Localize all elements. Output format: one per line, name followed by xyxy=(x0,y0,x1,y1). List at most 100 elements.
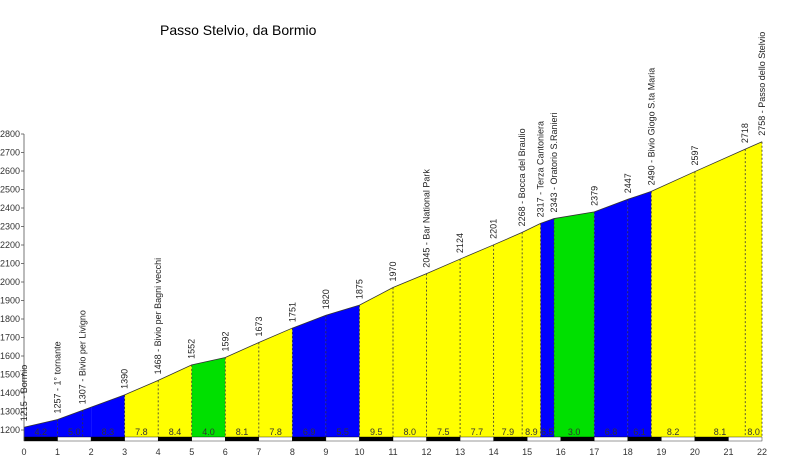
point-label: 1215 - Bormio xyxy=(19,365,29,422)
x-tick-label: 22 xyxy=(757,447,767,457)
x-tick-label: 0 xyxy=(21,447,26,457)
km-bar-segment xyxy=(560,436,595,442)
point-label: 2317 - Terza Cantoniera xyxy=(536,121,546,217)
segment-fill xyxy=(627,191,652,437)
y-tick-label: 2200 xyxy=(0,240,20,250)
segment-grade-label: 8.0 xyxy=(404,427,417,437)
profile-line xyxy=(23,141,763,428)
segment-grade-label: 8.1 xyxy=(236,427,249,437)
segment-grade-label: 6.9 xyxy=(303,427,316,437)
point-label: 1592 xyxy=(220,331,230,351)
segment-fill xyxy=(522,223,541,437)
x-tick-label: 4 xyxy=(156,447,161,457)
km-bar-segment xyxy=(627,436,662,442)
km-bar-segment xyxy=(728,436,763,442)
km-bar-segment xyxy=(661,436,696,442)
y-tick-label: 1200 xyxy=(0,425,20,435)
segment-fill xyxy=(124,380,159,437)
segment-fill xyxy=(426,259,461,437)
x-tick-label: 7 xyxy=(256,447,261,457)
y-tick-label: 2000 xyxy=(0,277,20,287)
km-bar-segment xyxy=(392,436,427,442)
km-bar-segment xyxy=(124,436,159,442)
segment-fill xyxy=(651,171,695,437)
point-label: 1875 xyxy=(354,279,364,299)
y-tick-label: 1700 xyxy=(0,333,20,343)
point-label: 1751 xyxy=(287,302,297,322)
km-bar-segment xyxy=(157,436,192,442)
x-tick-label: 6 xyxy=(223,447,228,457)
segment-grade-label: 7.9 xyxy=(502,427,515,437)
point-label: 2758 - Passo dello Stelvio xyxy=(757,32,767,136)
y-tick-label: 2100 xyxy=(0,259,20,269)
segment-grade-label: 4.0 xyxy=(202,427,215,437)
point-label: 2490 - Bivio Giogo S.ta Maria xyxy=(646,68,656,186)
km-bar-segment xyxy=(90,436,125,442)
y-tick-label: 2500 xyxy=(0,185,20,195)
segment-grade-label: 8.4 xyxy=(169,427,182,437)
y-tick-label: 2400 xyxy=(0,203,20,213)
segment-fill xyxy=(493,232,523,437)
segment-fill xyxy=(258,328,293,437)
x-tick-label: 1 xyxy=(55,447,60,457)
segment-fill xyxy=(191,357,226,437)
segment-fill xyxy=(325,305,360,437)
x-tick-label: 10 xyxy=(354,447,364,457)
segment-grade-label: 4.2 xyxy=(35,427,48,437)
x-tick-label: 11 xyxy=(388,447,397,457)
segment-fill xyxy=(460,244,494,437)
segment-grade-label: 6.5 xyxy=(541,427,554,437)
segment-fill xyxy=(359,287,393,437)
km-bar-segment xyxy=(359,436,394,442)
km-bar-segment xyxy=(694,436,729,442)
point-label: 2379 xyxy=(589,186,599,206)
segment-grade-label: 5.5 xyxy=(336,427,349,437)
x-tick-label: 17 xyxy=(589,447,599,457)
segment-fill xyxy=(554,211,595,437)
x-tick-label: 12 xyxy=(422,447,432,457)
km-bar-segment xyxy=(325,436,360,442)
km-bar-segment xyxy=(594,436,629,442)
point-label: 2447 xyxy=(623,173,633,193)
point-label: 2045 - Bar National Park xyxy=(422,169,432,268)
segment-grade-label: 3.0 xyxy=(568,427,581,437)
y-tick-label: 2600 xyxy=(0,166,20,176)
km-bar-segment xyxy=(493,436,528,442)
point-label: 2124 xyxy=(455,233,465,253)
y-tick-label: 2300 xyxy=(0,222,20,232)
segment-grade-label: 8.3 xyxy=(102,427,115,437)
x-tick-label: 18 xyxy=(623,447,633,457)
segment-fill xyxy=(393,273,427,437)
segment-fill xyxy=(24,419,58,437)
km-bar-segment xyxy=(225,436,260,442)
point-label: 1552 xyxy=(187,339,197,359)
y-tick-label: 1400 xyxy=(0,388,20,398)
x-tick-label: 8 xyxy=(290,447,295,457)
y-tick-label: 1800 xyxy=(0,314,20,324)
y-tick-label: 2700 xyxy=(0,148,20,158)
segment-fill xyxy=(694,149,746,438)
x-tick-label: 16 xyxy=(556,447,566,457)
x-tick-label: 15 xyxy=(522,447,532,457)
y-tick-label: 1500 xyxy=(0,370,20,380)
point-label: 1390 xyxy=(120,369,130,389)
y-tick-label: 1600 xyxy=(0,351,20,361)
x-tick-label: 19 xyxy=(656,447,666,457)
x-tick-label: 14 xyxy=(489,447,499,457)
point-label: 1970 xyxy=(388,262,398,282)
chart-title: Passo Stelvio, da Bormio xyxy=(160,22,317,38)
x-tick-label: 2 xyxy=(89,447,94,457)
segment-grade-label: 8.9 xyxy=(525,427,538,437)
x-tick-label: 5 xyxy=(189,447,194,457)
segment-fill xyxy=(292,315,326,437)
point-label: 2343 - Oratorio S.Ranieri xyxy=(549,112,559,212)
point-label: 2597 xyxy=(690,146,700,166)
point-label: 2201 xyxy=(489,219,499,239)
segment-grade-label: 8.2 xyxy=(667,427,680,437)
x-tick-label: 20 xyxy=(690,447,700,457)
x-tick-label: 21 xyxy=(723,447,733,457)
segment-fill xyxy=(745,141,762,437)
segment-fill xyxy=(540,218,555,437)
point-label: 1307 - Bivio per Livigno xyxy=(78,310,88,404)
